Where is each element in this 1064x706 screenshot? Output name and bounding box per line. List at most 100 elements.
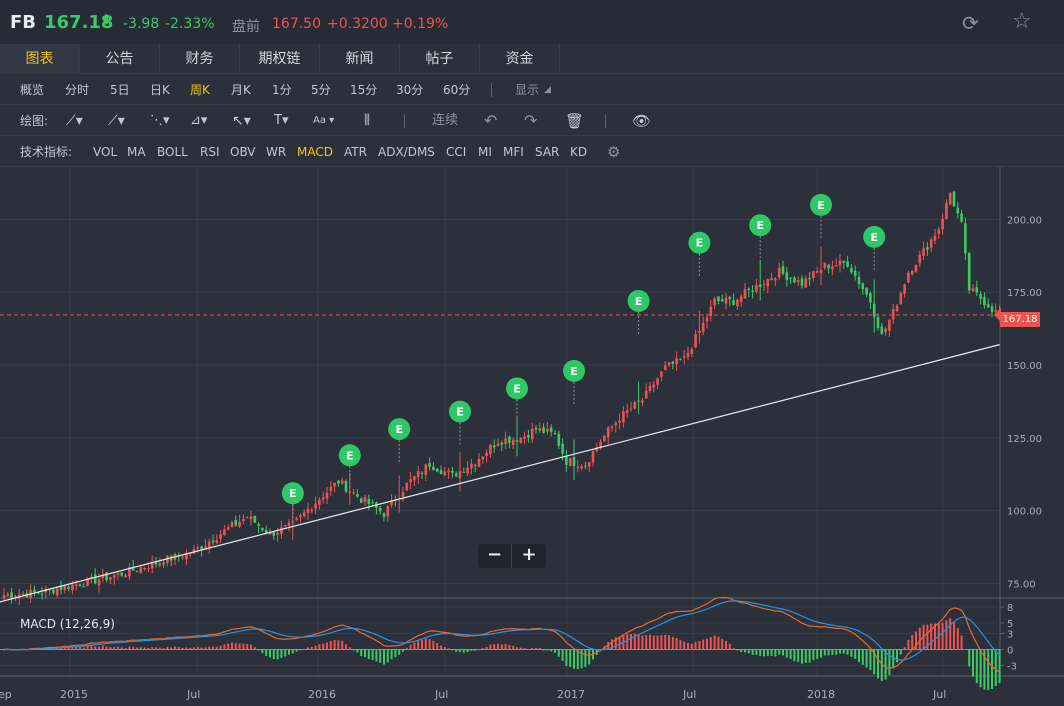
price-chart[interactable]: 200.00 175.00 150.00 125.00 100.00 75.00 8 5 3 0 -…: [0, 167, 1064, 706]
channel-tool-icon[interactable]: ⋱▾: [150, 113, 170, 128]
bars-tool-icon[interactable]: ⫼: [364, 113, 370, 128]
candle: [857, 277, 861, 285]
indicator-obv[interactable]: OBV: [230, 145, 256, 159]
tab-options[interactable]: 期权链: [240, 44, 320, 74]
period-30min[interactable]: 30分: [396, 83, 424, 97]
trash-icon[interactable]: 🗑: [565, 112, 585, 130]
indicator-adx[interactable]: ADX/DMS: [378, 145, 435, 159]
candle: [143, 568, 146, 570]
arrow-tool-icon[interactable]: ↖▾: [232, 113, 251, 129]
indicator-ma[interactable]: MA: [127, 145, 146, 159]
period-5day[interactable]: 5日: [110, 83, 130, 97]
redo-icon[interactable]: ↷: [524, 111, 538, 130]
candle: [230, 522, 234, 528]
period-5min[interactable]: 5分: [311, 83, 331, 97]
continuous-toggle[interactable]: 连续: [432, 113, 459, 128]
period-daily[interactable]: 日K: [150, 83, 170, 97]
text-tool-icon[interactable]: T▾: [274, 113, 289, 128]
candle: [185, 552, 188, 560]
indicator-cci[interactable]: CCI: [446, 145, 467, 159]
tab-capital[interactable]: 资金: [480, 44, 560, 74]
candle: [416, 471, 420, 478]
line-tool-icon[interactable]: ⟋▾: [66, 113, 83, 129]
tab-financials[interactable]: 财务: [160, 44, 240, 74]
font-tool-icon[interactable]: Aa ▾: [313, 115, 335, 126]
candle: [728, 297, 732, 300]
tab-chart[interactable]: 图表: [0, 44, 80, 74]
star-icon[interactable]: ☆: [1012, 9, 1032, 34]
macd-histogram-bar: [181, 647, 184, 650]
indicator-mi[interactable]: MI: [478, 145, 492, 159]
period-intraday[interactable]: 分时: [65, 83, 90, 97]
candle: [280, 527, 283, 534]
macd-histogram-bar: [82, 647, 85, 650]
candle: [310, 509, 314, 512]
divider: [404, 114, 405, 128]
chevron-down-icon[interactable]: ◢: [544, 85, 551, 95]
candle: [694, 334, 697, 348]
refresh-icon[interactable]: ⟳: [962, 11, 979, 35]
period-overview[interactable]: 概览: [20, 83, 45, 97]
macd-histogram-bar: [728, 643, 731, 650]
macd-histogram-bar: [717, 636, 720, 650]
macd-histogram-bar: [759, 649, 762, 656]
macd-histogram-bar: [132, 646, 135, 650]
macd-histogram-bar: [143, 647, 146, 650]
trendline: [0, 344, 1000, 603]
display-dropdown[interactable]: 显示: [515, 83, 540, 97]
macd-histogram-bar: [348, 647, 351, 650]
macd-histogram-bar: [823, 649, 826, 656]
candle: [272, 531, 276, 536]
price-tick-label: 100.00: [1007, 507, 1042, 518]
candle: [606, 427, 610, 437]
indicator-boll[interactable]: BOLL: [157, 145, 188, 159]
candle: [21, 593, 25, 595]
macd-histogram-bar: [565, 649, 568, 666]
indicator-vol[interactable]: VOL: [93, 145, 118, 159]
period-60min[interactable]: 60分: [443, 83, 471, 97]
indicator-kd[interactable]: KD: [570, 145, 588, 159]
macd-histogram-bar: [668, 635, 670, 650]
candle: [557, 433, 561, 446]
candle: [865, 287, 868, 295]
macd-histogram-bar: [166, 646, 169, 650]
candle: [751, 290, 754, 292]
candle: [481, 456, 485, 460]
candle: [74, 584, 78, 586]
macd-histogram-bar: [614, 637, 617, 650]
candle: [226, 527, 230, 530]
period-monthly[interactable]: 月K: [231, 83, 251, 97]
macd-histogram-bar: [865, 649, 868, 668]
indicator-macd[interactable]: MACD: [297, 145, 333, 159]
period-15min[interactable]: 15分: [350, 83, 378, 97]
indicator-wr[interactable]: WR: [266, 145, 287, 159]
tab-announcements[interactable]: 公告: [80, 44, 160, 74]
tab-posts[interactable]: 帖子: [400, 44, 480, 74]
chart-canvas[interactable]: 200.00 175.00 150.00 125.00 100.00 75.00 8 53 0 -…: [0, 167, 1064, 706]
candle: [846, 261, 849, 267]
candle: [576, 466, 580, 468]
undo-icon[interactable]: ↶: [484, 111, 498, 130]
macd-histogram-bar: [554, 649, 556, 653]
tab-news[interactable]: 新闻: [320, 44, 400, 74]
zoom-out-button[interactable]: −: [478, 544, 512, 568]
zoom-in-button[interactable]: +: [521, 544, 537, 565]
indicator-mfi[interactable]: MFI: [503, 145, 524, 159]
gear-icon[interactable]: ⚙: [607, 143, 621, 161]
eye-icon[interactable]: 👁: [632, 112, 652, 130]
candle: [82, 586, 86, 588]
macd-histogram-bar: [740, 649, 743, 653]
pattern-tool-icon[interactable]: ⊿▾: [190, 113, 208, 128]
indicator-sar[interactable]: SAR: [535, 145, 560, 159]
indicator-atr[interactable]: ATR: [344, 145, 367, 159]
period-1min[interactable]: 1分: [272, 83, 292, 97]
indicator-rsi[interactable]: RSI: [200, 145, 220, 159]
candle: [648, 385, 652, 391]
period-weekly[interactable]: 周K: [190, 83, 210, 97]
macd-histogram-bar: [345, 644, 347, 650]
earnings-marker: [281, 482, 304, 505]
macd-histogram-bar: [998, 649, 1001, 684]
x-tick-label: 2017: [557, 688, 585, 701]
ray-tool-icon[interactable]: ⟋▾: [108, 113, 125, 129]
price-change: -3.98: [123, 16, 160, 32]
